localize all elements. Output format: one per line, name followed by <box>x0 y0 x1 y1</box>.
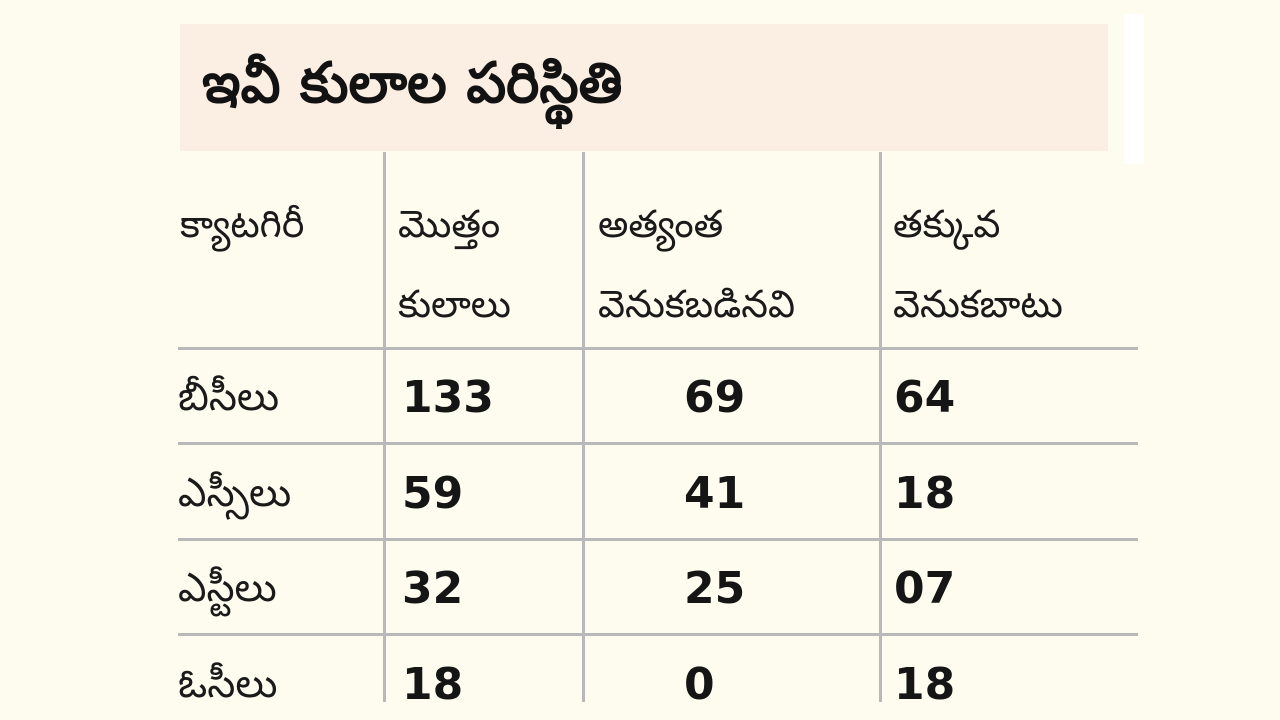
row-label-oc: ఓసీలు <box>178 661 278 707</box>
row-divider <box>178 347 1138 350</box>
cell-bc-less: 64 <box>894 372 956 423</box>
row-label-bc: బీసీలు <box>178 374 280 420</box>
cell-sc-total: 59 <box>402 468 464 519</box>
page-edge-strip <box>1124 14 1144 164</box>
header-total-line2: కులాలు <box>398 282 511 326</box>
header-less-line1: తక్కువ <box>893 202 1001 246</box>
row-label-sc: ఎస్సీలు <box>178 470 292 516</box>
cell-st-most: 25 <box>684 563 746 614</box>
page-title: ఇవీ కులాల పరిస్థితి <box>202 51 623 116</box>
cell-st-total: 32 <box>402 563 464 614</box>
cell-bc-most: 69 <box>684 372 746 423</box>
row-label-st: ఎస్టీలు <box>178 565 277 611</box>
column-divider <box>383 152 386 702</box>
header-most-line1: అత్యంత <box>598 202 724 246</box>
header-less-line2: వెనుకబాటు <box>893 282 1063 326</box>
cell-sc-less: 18 <box>894 468 956 519</box>
cell-oc-total: 18 <box>402 659 464 710</box>
header-category: క్యాటగిరీ <box>180 198 304 250</box>
cell-sc-most: 41 <box>684 468 746 519</box>
cell-oc-less: 18 <box>894 659 956 710</box>
header-category-label: క్యాటగిరీ <box>180 202 305 246</box>
header-less-backward: తక్కువ వెనుకబాటు <box>893 198 1063 330</box>
header-total-line1: మొత్తం <box>398 202 501 246</box>
column-divider <box>879 152 882 702</box>
column-divider <box>582 152 585 702</box>
header-most-backward: అత్యంత వెనుకబడినవి <box>598 198 795 330</box>
header-total: మొత్తం కులాలు <box>398 198 511 330</box>
cell-st-less: 07 <box>894 563 956 614</box>
row-divider <box>178 633 1138 636</box>
title-banner: ఇవీ కులాల పరిస్థితి <box>180 24 1108 151</box>
row-divider <box>178 442 1138 445</box>
row-divider <box>178 538 1138 541</box>
cell-bc-total: 133 <box>402 372 494 423</box>
cell-oc-most: 0 <box>684 659 715 710</box>
header-most-line2: వెనుకబడినవి <box>598 282 795 326</box>
